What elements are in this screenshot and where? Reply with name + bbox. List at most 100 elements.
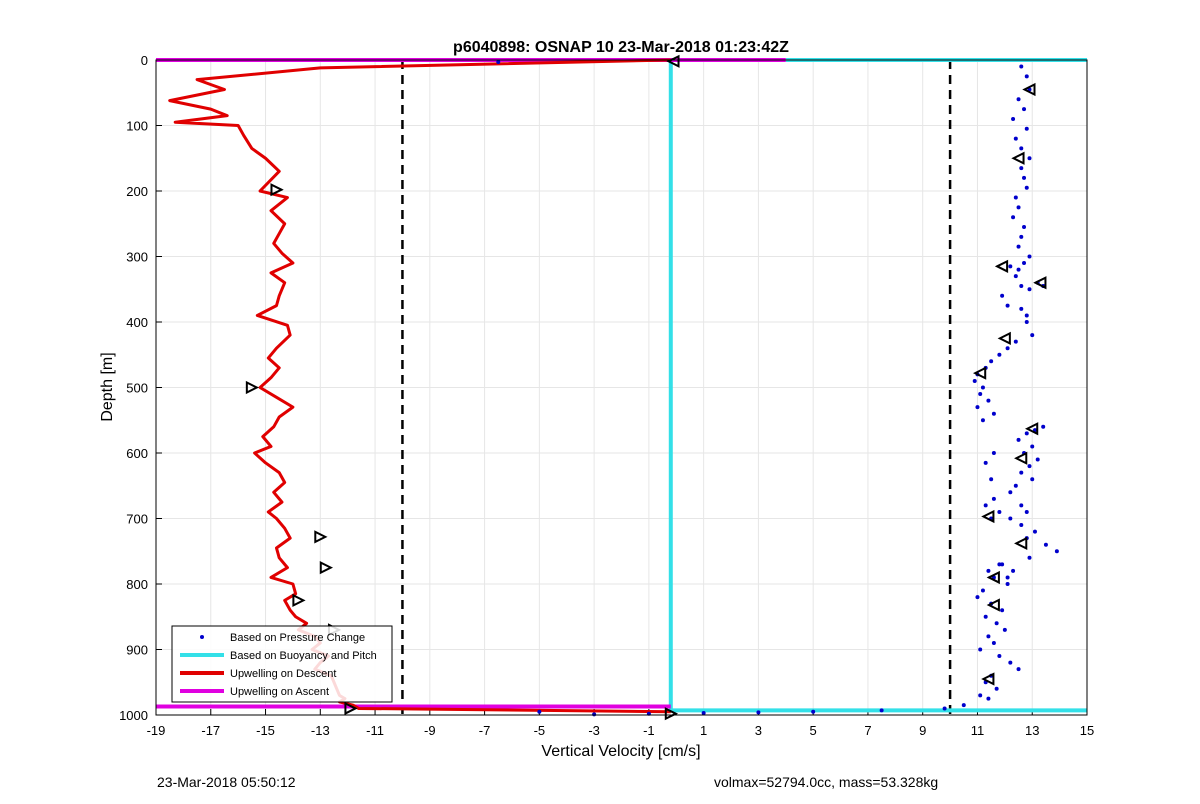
ascent-marker — [981, 509, 995, 524]
pressure-change-point — [496, 59, 501, 64]
pressure-change-point — [1011, 215, 1016, 220]
pressure-change-point — [986, 568, 991, 573]
pressure-change-point — [1030, 333, 1035, 338]
pressure-change-point — [1030, 444, 1035, 449]
pressure-change-point — [980, 418, 985, 423]
x-tick-label: -13 — [311, 723, 330, 738]
x-tick-label: -1 — [643, 723, 655, 738]
pressure-change-point — [994, 621, 999, 626]
descent-marker — [314, 530, 328, 544]
footer-volume-mass: volmax=52794.0cc, mass=53.328kg — [714, 774, 939, 790]
pressure-change-point — [1043, 542, 1048, 547]
descent-marker — [344, 701, 358, 716]
y-tick-label: 200 — [126, 184, 148, 199]
pressure-change-point — [991, 640, 996, 645]
x-tick-label: -5 — [534, 723, 546, 738]
pressure-change-point — [1024, 313, 1029, 318]
pressure-change-point — [1054, 549, 1059, 554]
x-tick-label: 15 — [1080, 723, 1094, 738]
pressure-change-point — [1024, 126, 1029, 131]
x-tick-label: 9 — [919, 723, 926, 738]
pressure-change-point — [978, 693, 983, 698]
pressure-change-point — [1019, 523, 1024, 528]
pressure-change-point — [1022, 107, 1027, 112]
pressure-change-point — [1005, 575, 1010, 580]
buoyancy-pitch-line — [668, 60, 1087, 713]
pressure-change-point — [1019, 146, 1024, 151]
pressure-change-point — [986, 696, 991, 701]
footer-timestamp: 23-Mar-2018 05:50:12 — [157, 774, 296, 790]
x-tick-label: -7 — [479, 723, 491, 738]
pressure-change-point — [997, 509, 1002, 514]
pressure-change-point — [1008, 264, 1013, 269]
pressure-change-point — [1019, 166, 1024, 171]
pressure-change-point — [991, 451, 996, 455]
pressure-change-point — [975, 405, 980, 410]
pressure-change-point — [942, 706, 947, 711]
ascent-marker — [981, 672, 995, 686]
pressure-change-point — [978, 392, 983, 397]
x-tick-label: 5 — [810, 723, 817, 738]
pressure-change-point — [1030, 477, 1035, 482]
pressure-change-point — [1000, 293, 1005, 298]
pressure-change-point — [1019, 64, 1024, 69]
pressure-change-point — [1016, 205, 1021, 210]
ascent-marker — [986, 598, 1000, 612]
descent-marker — [319, 561, 334, 575]
x-tick-label: 7 — [864, 723, 871, 738]
ascent-marker — [1033, 276, 1047, 290]
chart-title: p6040898: OSNAP 10 23-Mar-2018 01:23:42Z — [453, 39, 789, 56]
ascent-marker — [666, 54, 680, 68]
grid-layer — [155, 59, 1088, 716]
pressure-change-point — [989, 359, 994, 364]
legend-entry-label: Based on Pressure Change — [230, 632, 365, 644]
pressure-change-point — [811, 709, 816, 714]
pressure-change-point — [961, 703, 966, 708]
pressure-change-point — [980, 588, 985, 593]
pressure-change-point — [972, 378, 977, 383]
pressure-change-point — [1013, 274, 1018, 279]
descent-marker — [292, 593, 306, 607]
pressure-change-point — [1002, 627, 1007, 632]
pressure-change-point — [983, 503, 988, 508]
pressure-change-point — [1000, 608, 1005, 613]
pressure-change-point — [1008, 516, 1013, 521]
pressure-change-point — [1019, 283, 1024, 288]
y-tick-label: 600 — [126, 446, 148, 461]
ascent-marker — [1014, 536, 1028, 551]
pressure-change-point — [701, 711, 706, 716]
x-tick-label: 11 — [971, 723, 985, 738]
y-tick-label: 400 — [126, 315, 148, 330]
pressure-change-point — [991, 496, 996, 501]
plot-area-frame — [155, 59, 1088, 716]
upwelling-descent-line — [168, 58, 671, 714]
pressure-change-point — [1016, 267, 1021, 272]
pressure-change-point — [1019, 234, 1024, 239]
descent-marker — [270, 183, 284, 197]
x-tick-label: 1 — [700, 723, 707, 738]
descent-marker — [245, 380, 260, 395]
pressure-change-point — [986, 634, 991, 639]
pressure-change-point — [1008, 490, 1013, 495]
ascent-marker — [1014, 451, 1028, 465]
pressure-change-point — [1027, 555, 1032, 560]
y-tick-labels: 0 100 200 300 400 500 600 700 800 900 1000 — [119, 53, 148, 723]
pressure-change-point — [537, 709, 542, 714]
pressure-change-point — [1016, 244, 1021, 249]
ascent-marker — [986, 570, 1000, 585]
x-tick-label: -3 — [588, 723, 600, 738]
pressure-change-point — [879, 708, 884, 713]
pressure-change-point — [986, 398, 991, 403]
pressure-change-point — [1011, 116, 1016, 121]
x-axis-label: Vertical Velocity [cm/s] — [541, 743, 700, 760]
legend-entry-label: Upwelling on Descent — [230, 668, 336, 680]
y-tick-label: 900 — [126, 643, 148, 658]
ascent-marker — [1024, 422, 1039, 436]
pressure-change-point — [983, 460, 988, 465]
descent-marker — [664, 707, 679, 721]
pressure-change-point — [1000, 562, 1005, 567]
pressure-change-point — [1024, 74, 1029, 79]
pressure-change-point — [592, 712, 597, 717]
ascent-marker — [994, 259, 1009, 273]
